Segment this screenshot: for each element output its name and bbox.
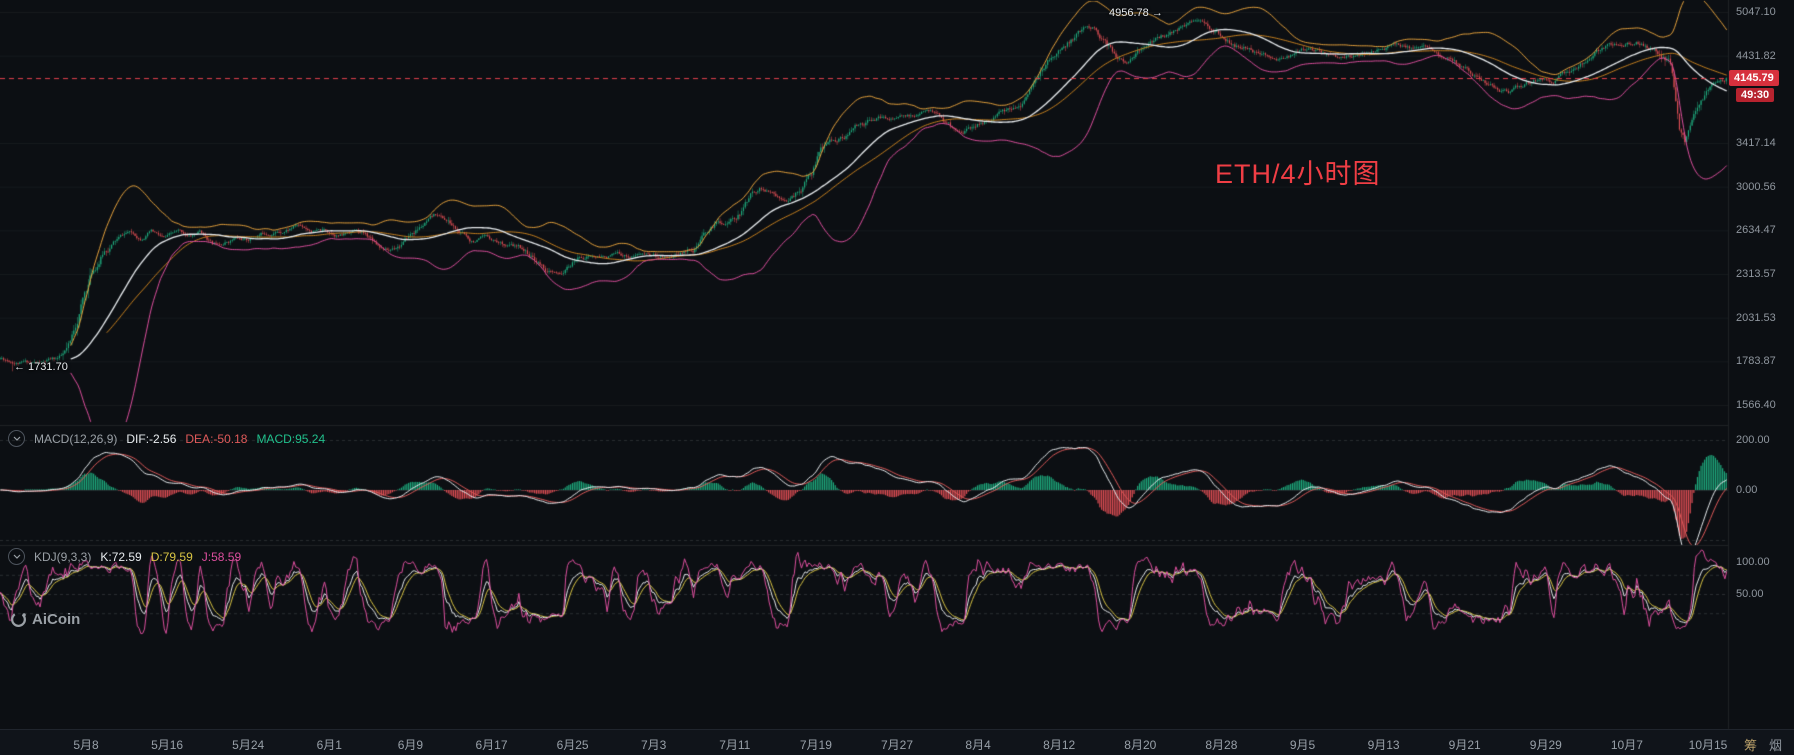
high-price-annotation: 4956.78 → (1109, 7, 1163, 19)
date-tick-label: 9月5 (1289, 738, 1316, 752)
macd-dif-value: DIF:-2.56 (126, 431, 177, 446)
current-price-badge: 4145.79 (1729, 70, 1779, 87)
date-tick-label: 8月28 (1205, 738, 1238, 752)
date-tick-label: 6月17 (475, 738, 508, 752)
kdj-legend: KDJ(9,3,3) K:72.59 D:79.59 J:58.59 (8, 548, 241, 565)
date-tick-label: 7月11 (719, 738, 751, 752)
date-tick-label: 7月3 (641, 738, 667, 752)
symbol-watermark: ETH/4小时图 (1215, 159, 1381, 189)
date-tick-label: 6月9 (397, 738, 424, 752)
aicoin-logo: AiCoin (10, 611, 80, 628)
macd-hist-value: MACD:95.24 (256, 431, 326, 446)
date-tick-label: 10月7 (1610, 738, 1643, 752)
date-tick-label: 9月13 (1367, 738, 1400, 752)
date-tick-label: 6月25 (556, 738, 589, 752)
macd-collapse-icon[interactable] (8, 430, 25, 447)
macd-dea-value: DEA:-50.18 (185, 431, 248, 446)
flame-tool-button[interactable]: 烟 (1768, 738, 1782, 753)
aicoin-logo-icon (11, 612, 26, 627)
date-tick-label: 8月20 (1124, 738, 1157, 752)
kdj-title: KDJ(9,3,3) (34, 549, 92, 564)
kdj-collapse-icon[interactable] (8, 548, 25, 565)
date-tick-label: 5月8 (73, 738, 99, 752)
date-tick-label: 9月29 (1529, 738, 1562, 752)
date-tick-label: 5月24 (232, 738, 265, 752)
chip-distribution-button[interactable]: 筹 (1743, 738, 1757, 753)
time-axis[interactable]: 5月8 5月16 5月24 6月1 6月9 6月17 6月25 7月3 7月11 7月19 7月27… (0, 729, 1794, 755)
kdj-j-value: J:58.59 (201, 549, 242, 564)
date-tick-label: 8月4 (965, 738, 991, 752)
macd-legend: MACD(12,26,9) DIF:-2.56 DEA:-50.18 MACD:… (8, 430, 325, 447)
date-tick-label: 7月27 (880, 738, 914, 752)
date-tick-label: 9月21 (1448, 738, 1481, 752)
macd-title: MACD(12,26,9) (34, 431, 118, 446)
low-price-annotation: ← 1731.70 (14, 361, 68, 373)
date-tick-label: 7月19 (799, 738, 832, 752)
date-tick-label: 6月1 (316, 738, 342, 752)
kdj-k-value: K:72.59 (100, 549, 142, 564)
date-tick-label: 10月15 (1688, 738, 1728, 752)
date-tick-label: 5月16 (151, 738, 184, 752)
aicoin-logo-text: AiCoin (32, 611, 81, 628)
candle-countdown-badge: 49:30 (1736, 88, 1775, 103)
kdj-d-value: D:79.59 (150, 549, 193, 564)
date-tick-label: 8月12 (1043, 738, 1076, 752)
